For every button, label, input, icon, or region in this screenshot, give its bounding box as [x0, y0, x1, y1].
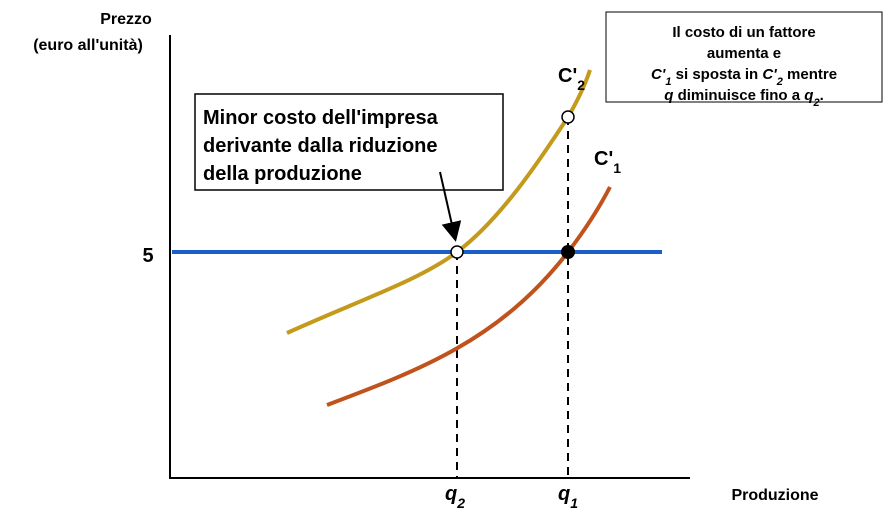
x-axis-label: Produzione: [731, 487, 818, 504]
curve: [286, 69, 592, 335]
text-segment: .: [820, 87, 824, 104]
text-segment: q: [558, 483, 570, 505]
text-segment: 2: [577, 77, 585, 93]
text-segment: 2: [456, 495, 465, 508]
text-segment: diminuisce fino a: [673, 87, 804, 104]
callout-text: Minor costo dell'impresa: [203, 107, 439, 129]
text-segment: 1: [665, 76, 671, 88]
y-axis-label: (euro all'unità): [33, 37, 143, 54]
callout-text: della produzione: [203, 163, 362, 185]
arrow: [439, 171, 462, 242]
label: q1: [558, 483, 578, 508]
label: C'1 si sposta in C'2 mentre: [651, 66, 837, 88]
label: q diminuisce fino a q2.: [664, 87, 824, 109]
label: aumenta e: [707, 45, 781, 62]
text-segment: 1: [613, 160, 621, 176]
point: [450, 245, 464, 259]
note-box: [605, 11, 883, 103]
text-segment: C': [558, 65, 577, 87]
price-label: 5: [142, 245, 153, 267]
text-segment: C': [762, 66, 777, 83]
curve: [326, 186, 612, 407]
callout-text: derivante dalla riduzione: [203, 135, 438, 157]
text-segment: q: [804, 87, 813, 104]
y-axis-label: Prezzo: [100, 11, 152, 28]
text-segment: si sposta in: [671, 66, 762, 83]
point: [561, 245, 575, 259]
point: [561, 110, 575, 124]
text-segment: mentre: [783, 66, 837, 83]
text-segment: 2: [776, 76, 783, 88]
label: C'1: [594, 148, 621, 176]
label: Il costo di un fattore: [672, 24, 815, 41]
text-segment: C': [651, 66, 666, 83]
text-segment: 2: [812, 97, 819, 109]
label: q2: [445, 483, 465, 508]
label: C'2: [558, 65, 585, 93]
text-segment: 1: [570, 495, 578, 508]
text-segment: Il costo di un fattore: [672, 24, 815, 41]
text-segment: C': [594, 148, 613, 170]
text-segment: aumenta e: [707, 45, 781, 62]
callout-box: [194, 93, 504, 191]
text-segment: q: [445, 483, 457, 505]
text-segment: q: [664, 87, 673, 104]
